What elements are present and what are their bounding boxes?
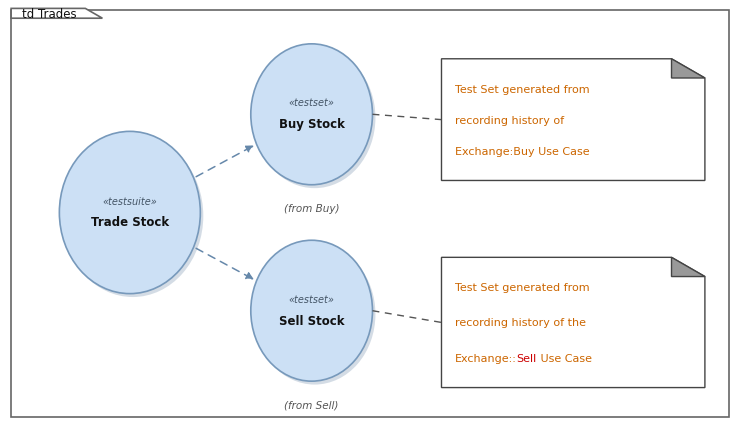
- Polygon shape: [441, 258, 705, 388]
- Polygon shape: [11, 9, 102, 19]
- Text: Use Case: Use Case: [537, 353, 592, 363]
- Text: td Trades: td Trades: [22, 8, 77, 21]
- Polygon shape: [441, 60, 705, 181]
- Polygon shape: [672, 60, 705, 79]
- Text: (from Buy): (from Buy): [284, 204, 339, 214]
- Text: «testset»: «testset»: [289, 98, 335, 108]
- Text: Sell Stock: Sell Stock: [279, 314, 344, 327]
- Text: Trade Stock: Trade Stock: [91, 216, 169, 229]
- Ellipse shape: [59, 132, 200, 294]
- Polygon shape: [672, 258, 705, 277]
- Text: Test Set generated from: Test Set generated from: [455, 84, 589, 95]
- Ellipse shape: [62, 135, 203, 297]
- Text: «testsuite»: «testsuite»: [102, 196, 157, 206]
- Ellipse shape: [251, 241, 372, 381]
- Text: «testset»: «testset»: [289, 294, 335, 304]
- Text: Exchange::: Exchange::: [455, 353, 516, 363]
- Text: recording history of the: recording history of the: [455, 318, 586, 328]
- Ellipse shape: [254, 244, 375, 385]
- Text: Buy Stock: Buy Stock: [279, 118, 344, 131]
- Text: Sell: Sell: [516, 353, 537, 363]
- Text: (from Sell): (from Sell): [284, 400, 339, 410]
- Ellipse shape: [254, 48, 375, 189]
- Text: Test Set generated from: Test Set generated from: [455, 282, 589, 293]
- Text: recording history of: recording history of: [455, 115, 564, 125]
- Ellipse shape: [251, 45, 372, 185]
- Text: Exchange:Buy Use Case: Exchange:Buy Use Case: [455, 146, 589, 156]
